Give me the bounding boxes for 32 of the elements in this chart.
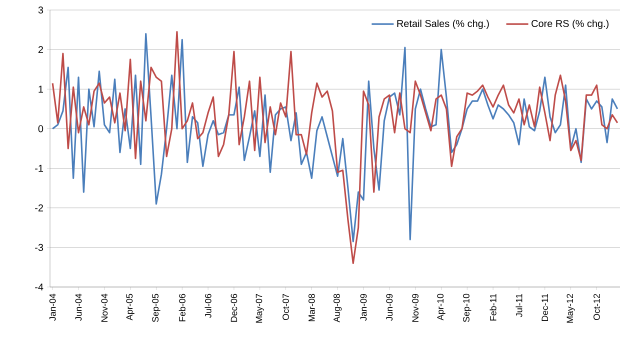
x-tick-label: Aug-08 xyxy=(334,294,342,322)
x-tick-label: Jun-04 xyxy=(75,294,82,321)
x-tick-label: Feb-06 xyxy=(178,294,186,322)
x-tick-label: Jun-09 xyxy=(386,294,393,321)
x-tick-label: Apr-05 xyxy=(126,294,134,320)
x-tick-label: Nov-04 xyxy=(101,294,108,322)
x-tick-label: May-07 xyxy=(256,294,264,323)
x-tick-label: Feb-11 xyxy=(490,294,496,321)
x-tick-label: Oct-07 xyxy=(282,294,289,320)
y-tick-label: -2 xyxy=(35,204,43,212)
x-tick-label: Jul-11 xyxy=(516,294,522,318)
x-tick-label: Sep-05 xyxy=(152,294,160,322)
x-tick-label: Jul-06 xyxy=(204,294,212,318)
y-tick-label: 0 xyxy=(38,125,44,132)
x-tick-label: Mar-08 xyxy=(308,294,315,322)
y-tick-label: -4 xyxy=(35,284,44,290)
x-tick-label: Jan-09 xyxy=(360,294,367,321)
x-tick-label: Oct-12 xyxy=(594,294,600,320)
y-tick-label: 1 xyxy=(38,86,44,93)
x-tick-label: Sep-10 xyxy=(463,294,472,322)
x-tick-label: Nov-09 xyxy=(412,294,419,322)
x-tick-label: May-12 xyxy=(566,294,575,323)
y-tick-label: 2 xyxy=(38,46,43,54)
x-tick-label: Apr-10 xyxy=(437,294,446,320)
legend-label: Retail Sales (% chg.) xyxy=(397,20,489,30)
legend-label: Core RS (% chg.) xyxy=(532,20,609,30)
x-tick-label: Dec-06 xyxy=(230,294,238,322)
y-tick-label: -1 xyxy=(35,164,44,172)
y-tick-label: 3 xyxy=(38,6,44,14)
x-tick-label: Jan-04 xyxy=(49,294,56,321)
x-tick-label: Dec-11 xyxy=(542,294,548,322)
y-tick-label: -3 xyxy=(35,244,44,251)
